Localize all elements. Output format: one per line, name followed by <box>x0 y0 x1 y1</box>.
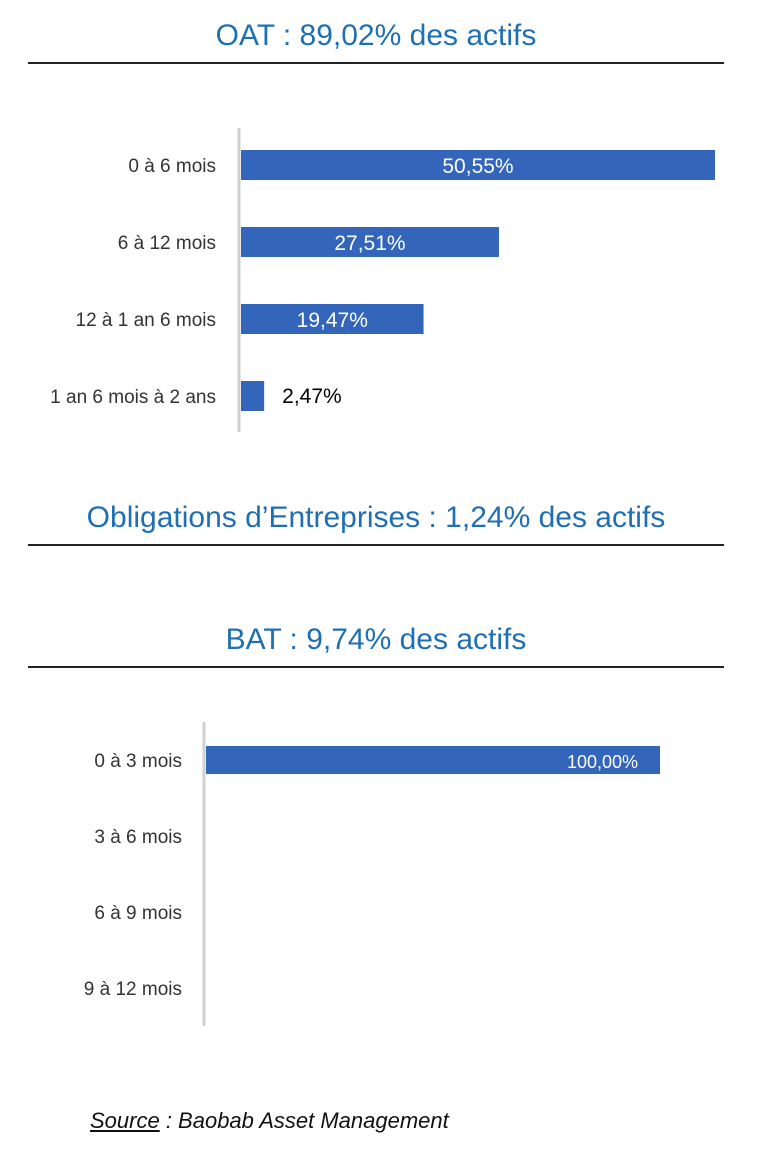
chart-0-data-label: 19,47% <box>297 309 368 332</box>
chart-1-bar <box>206 746 660 774</box>
source-text: : Baobab Asset Management <box>159 1108 449 1133</box>
bat-maturity-chart: 0 à 3 mois 100,00% 3 à 6 mois 6 à 9 mois 9 à… <box>84 722 660 1026</box>
chart-0-bar <box>241 150 715 180</box>
oat-title-rule <box>28 62 724 64</box>
chart-1-category-label: 9 à 12 mois <box>84 979 182 1000</box>
chart-1-category-label: 0 à 3 mois <box>94 751 182 772</box>
chart-0-bar <box>241 304 424 334</box>
chart-0-data-label: 27,51% <box>334 232 405 255</box>
oat-maturity-chart: 0 à 6 mois 50,55% 6 à 12 mois 27,51% 12 à 1 … <box>50 128 715 432</box>
chart-0-bar <box>241 381 265 411</box>
bat-title-rule <box>28 666 724 668</box>
chart-1-category-label: 3 à 6 mois <box>94 827 182 848</box>
chart-0-category-label: 6 à 12 mois <box>118 233 216 254</box>
oat-title: OAT : 89,02% des actifs <box>215 19 537 52</box>
chart-0-data-label: 50,55% <box>442 155 513 178</box>
source-note: Source : Baobab Asset Management <box>90 1108 449 1134</box>
chart-0-data-label: 2,47% <box>282 385 342 408</box>
chart-1-category-label: 6 à 9 mois <box>94 903 182 924</box>
corporate-bonds-title-rule <box>28 544 724 546</box>
bat-title: BAT : 9,74% des actifs <box>225 623 527 656</box>
chart-0-category-label: 1 an 6 mois à 2 ans <box>50 387 216 408</box>
chart-0-bar <box>241 227 499 257</box>
chart-0-category-label: 0 à 6 mois <box>128 156 216 177</box>
corporate-bonds-title: Obligations d’Entreprises : 1,24% des ac… <box>86 501 666 534</box>
chart-0-category-label: 12 à 1 an 6 mois <box>76 310 216 331</box>
source-key: Source <box>90 1108 160 1133</box>
chart-1-data-label: 100,00% <box>567 752 638 772</box>
